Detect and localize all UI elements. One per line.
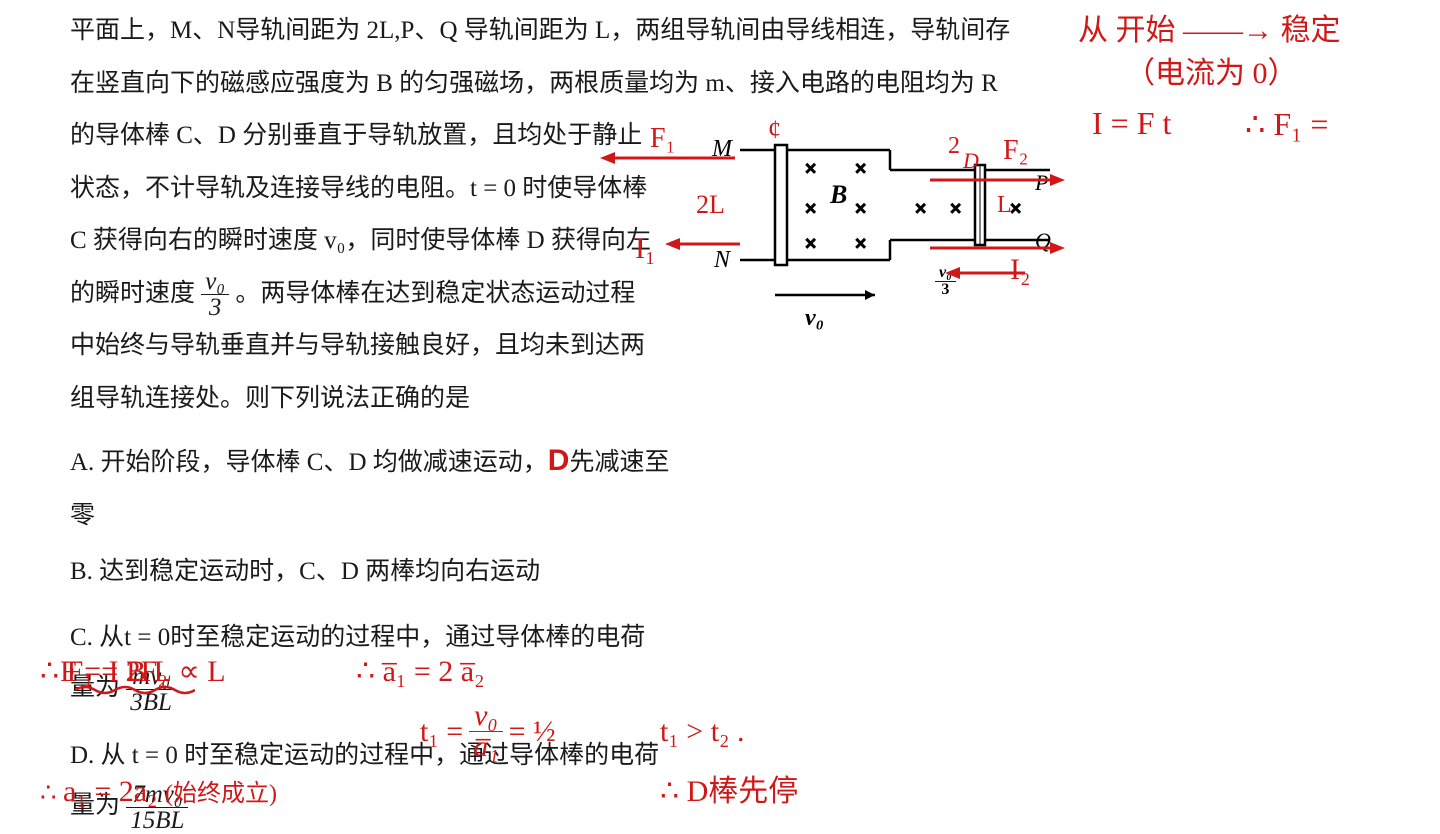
annot-c-label: ¢ — [768, 115, 781, 145]
option-b: B. 达到稳定运动时，C、D 两棒均向右运动 — [70, 547, 670, 597]
work6: ∴ a₁ = 2a₂ (始终成立) — [40, 766, 277, 817]
label-v0: v₀ — [805, 305, 824, 332]
circuit-diagram: × × × × × × × × × M N P Q B v₀ v₀ 3 — [720, 130, 1050, 330]
line6: 的瞬时速度 v₀ 3 。两导体棒在达到稳定状态运动过程 — [70, 268, 670, 321]
d-annotation: D — [548, 444, 570, 477]
svg-text:×: × — [950, 198, 961, 220]
work2: ∴ a̅₁ = 2 a̅₂ — [356, 646, 485, 697]
work4: t₁ = v₀ a̅₁ = ½ — [420, 701, 556, 762]
annot-top3b: ∴ F₁ = — [1245, 105, 1328, 143]
svg-text:×: × — [855, 233, 866, 255]
frac-v0-3: v₀ 3 — [201, 269, 229, 320]
line4: 状态，不计导轨及连接导线的电阻。t = 0 时使导体棒 — [70, 163, 670, 216]
line3: 的导体棒 C、D 分别垂直于导轨放置，且均处于静止 — [70, 110, 670, 163]
annot-f2: F₂ — [1003, 135, 1028, 167]
arrow-f1 — [600, 148, 740, 168]
svg-text:×: × — [915, 198, 926, 220]
option-a: A. 开始阶段，导体棒 C、D 均做减速运动，D先减速至零 — [70, 431, 670, 541]
arrow-f2 — [930, 170, 1070, 190]
label-b: B — [830, 180, 847, 210]
annot-two: 2 — [948, 133, 960, 160]
svg-text:×: × — [805, 198, 816, 220]
annot-l: L — [997, 192, 1012, 219]
underline-wavy — [75, 684, 195, 696]
annot-top2: （电流为 0） — [1125, 48, 1298, 92]
annot-2l: 2L — [696, 190, 725, 220]
svg-text:×: × — [805, 233, 816, 255]
work5: t₁ > t₂ . — [660, 706, 745, 757]
svg-text:×: × — [805, 158, 816, 180]
line5: C 获得向右的瞬时速度 v₀，同时使导体棒 D 获得向左 — [70, 215, 670, 268]
svg-text:×: × — [855, 198, 866, 220]
line8: 组导轨连接处。则下列说法正确的是 — [70, 373, 670, 426]
line7: 中始终与导轨垂直并与导轨接触良好，且均未到达两 — [70, 320, 670, 373]
problem-text: 平面上，M、N导轨间距为 2L,P、Q 导轨间距为 L，两组导轨间由导线相连，导… — [70, 5, 670, 833]
annot-top1: 从 开始 ——→ 稳定 — [1078, 5, 1341, 49]
arrow-i2 — [945, 263, 1035, 283]
svg-text:×: × — [855, 158, 866, 180]
annot-top3a: I = F t — [1092, 105, 1171, 142]
line1: 平面上，M、N导轨间距为 2L,P、Q 导轨间距为 L，两组导轨间由导线相连，导… — [70, 5, 1070, 58]
arrow-q — [930, 238, 1070, 258]
work3: ∴ F₁ = 2F₂ — [40, 646, 168, 697]
work7: ∴ D棒先停 — [660, 766, 798, 817]
line2: 在竖直向下的磁感应强度为 B 的匀强磁场，两根质量均为 m、接入电路的电阻均为 … — [70, 58, 1070, 111]
arrow-i1 — [635, 234, 745, 254]
svg-text:×: × — [1010, 198, 1021, 220]
